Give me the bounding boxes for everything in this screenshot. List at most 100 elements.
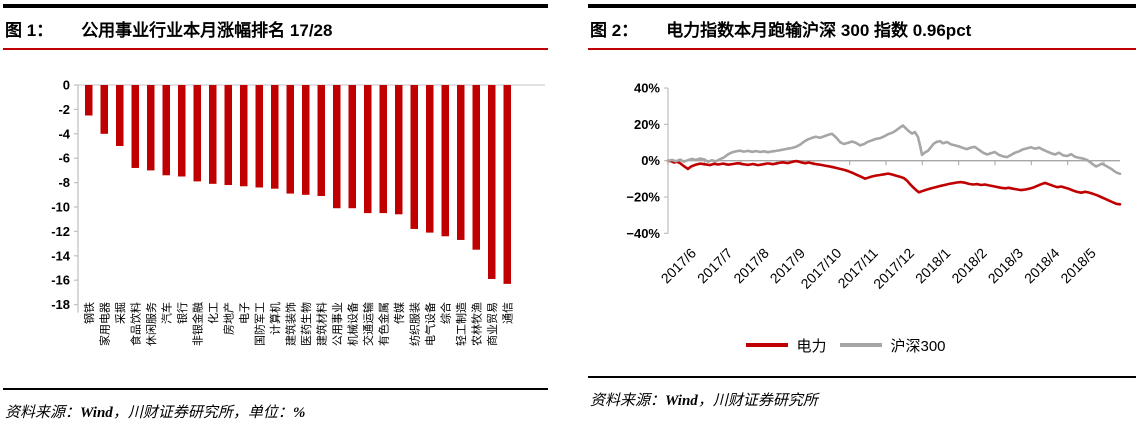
figure2-top-rule [588, 4, 1136, 8]
legend-label: 电力 [796, 337, 827, 355]
y-tick-label: -2 [58, 102, 70, 117]
bar-传媒 [395, 85, 403, 215]
figure2-block: 图 2： 电力指数本月跑输沪深 300 指数 0.96pct 40% 20% 0% −… [588, 4, 1136, 422]
figure2-title: 电力指数本月跑输沪深 300 指数 0.96pct [666, 21, 972, 40]
bar-钢铁 [85, 85, 93, 116]
y-tick-label: 40% [634, 81, 660, 96]
bar-电子 [240, 85, 248, 187]
bar-房地产 [224, 85, 232, 186]
bar-chart-industry-monthly-change: 0 -2 -4 -6 -8 -10 -12 -14 -16 -18 钢铁 家用电器 采掘 食品饮料 休闲服务… [51, 78, 545, 346]
x-category-label: 机械设备 [345, 302, 359, 346]
bar-通信 [503, 85, 511, 284]
x-category-label: 建筑装饰 [283, 302, 297, 346]
legend-line-swatch [840, 343, 883, 347]
x-category-label: 银行 [175, 302, 189, 324]
x-category-label: 化工 [206, 302, 220, 324]
x-category-label: 建筑材料 [314, 302, 328, 346]
x-date-label: 2017/6 [658, 245, 700, 287]
source-wind: Wind [665, 393, 698, 409]
bar-国防军工 [255, 85, 263, 188]
x-category-label: 房地产 [221, 302, 235, 335]
x-category-label: 传媒 [393, 302, 406, 324]
y-tick-label: -16 [51, 273, 70, 288]
legend-item-电力: 电力 [746, 335, 826, 356]
figure1-block: 图 1： 公用事业行业本月涨幅排名 17/28 0 -2 -4 -6 -8 -10 -12 -… [3, 4, 548, 422]
y-tick-label: −40% [626, 226, 660, 241]
y-tick-label: −20% [626, 190, 660, 205]
x-category-label: 电气设备 [423, 302, 437, 346]
figure2-chart-area: 40% 20% 0% −20% −40% 2017/6 2017/7 2017/8 2017/9… [588, 50, 1136, 376]
y-tick-label: -10 [51, 200, 70, 215]
y-tick-label: -14 [51, 248, 71, 263]
x-category-label: 通信 [501, 302, 514, 324]
x-category-label: 食品饮料 [128, 302, 142, 346]
x-category-label: 医药生物 [299, 302, 313, 346]
bar-交通运输 [364, 85, 372, 214]
x-date-label: 2018/2 [948, 245, 990, 287]
source-unit: % [292, 405, 306, 421]
series-line-沪深300 [666, 124, 1122, 176]
x-category-label: 交通运输 [361, 302, 375, 346]
x-category-label: 家用电器 [97, 302, 111, 346]
x-category-label: 汽车 [159, 302, 173, 324]
x-date-label: 2017/8 [730, 245, 772, 287]
y-tick-label: 0 [63, 78, 70, 93]
y-tick-label: 0% [641, 153, 660, 168]
bar-银行 [178, 85, 186, 177]
source-middle: ，川财证券研究所 [697, 393, 818, 409]
bar-机械设备 [348, 85, 356, 209]
bar-轻工制造 [457, 85, 465, 240]
bar-食品饮料 [131, 85, 139, 168]
x-category-label: 钢铁 [83, 302, 96, 324]
source-wind: Wind [80, 405, 113, 421]
y-tick-label: 20% [634, 117, 660, 132]
x-date-label: 2018/1 [912, 245, 954, 287]
figure2-header: 图 2： 电力指数本月跑输沪深 300 指数 0.96pct [588, 8, 1136, 48]
figure1-top-rule [3, 4, 548, 8]
y-tick-label: -12 [51, 224, 70, 239]
x-category-label: 采掘 [113, 302, 127, 324]
bar-化工 [209, 85, 217, 184]
x-category-label: 公用事业 [331, 302, 344, 346]
bar-计算机 [271, 85, 279, 189]
bar-非银金融 [193, 85, 201, 182]
legend-label: 沪深300 [890, 337, 946, 355]
line-chart-power-vs-hs300: 40%20%0%−20%−40%2017/62017/72017/82017/9… [626, 81, 1122, 292]
y-tick-label: -4 [58, 126, 70, 141]
bar-农林牧渔 [472, 85, 480, 250]
x-category-label: 综合 [438, 302, 452, 324]
legend-line-swatch [746, 343, 789, 347]
source-prefix: 资料来源： [590, 393, 666, 409]
figure1-chart-area: 0 -2 -4 -6 -8 -10 -12 -14 -16 -18 钢铁 家用电器 采掘 食品饮料 休闲服务… [3, 50, 548, 388]
bar-家用电器 [100, 85, 108, 134]
x-category-label: 计算机 [268, 302, 282, 335]
bar-汽车 [162, 85, 170, 176]
y-tick-label: -18 [51, 297, 70, 312]
line-chart-legend: 电力 沪深300 [572, 334, 1120, 356]
bar-综合 [441, 85, 449, 237]
figure1-red-rule [3, 48, 548, 50]
bar-纺织服装 [410, 85, 418, 229]
figure2-bottom-rule [588, 376, 1136, 378]
bar-采掘 [116, 85, 124, 146]
x-category-label: 农林牧渔 [469, 302, 483, 346]
x-date-label: 2017/10 [797, 245, 844, 292]
bar-公用事业 [333, 85, 341, 209]
legend-item-沪深300: 沪深300 [840, 335, 946, 356]
x-category-label: 纺织服装 [407, 302, 421, 346]
y-tick-label: -8 [58, 175, 70, 190]
figure2-source: 资料来源：Wind，川财证券研究所 [588, 378, 1136, 410]
bar-电气设备 [426, 85, 434, 233]
x-category-label: 休闲服务 [144, 302, 158, 346]
figure2-red-rule [588, 48, 1136, 50]
source-prefix: 资料来源： [5, 405, 81, 421]
bar-商业贸易 [488, 85, 496, 279]
x-date-label: 2017/7 [694, 245, 736, 287]
bar-有色金属 [379, 85, 387, 214]
x-date-label: 2018/3 [985, 245, 1027, 287]
x-category-label: 电子 [238, 302, 251, 324]
x-category-label: 商业贸易 [485, 302, 499, 346]
bar-休闲服务 [147, 85, 155, 171]
x-date-label: 2018/5 [1057, 245, 1099, 287]
